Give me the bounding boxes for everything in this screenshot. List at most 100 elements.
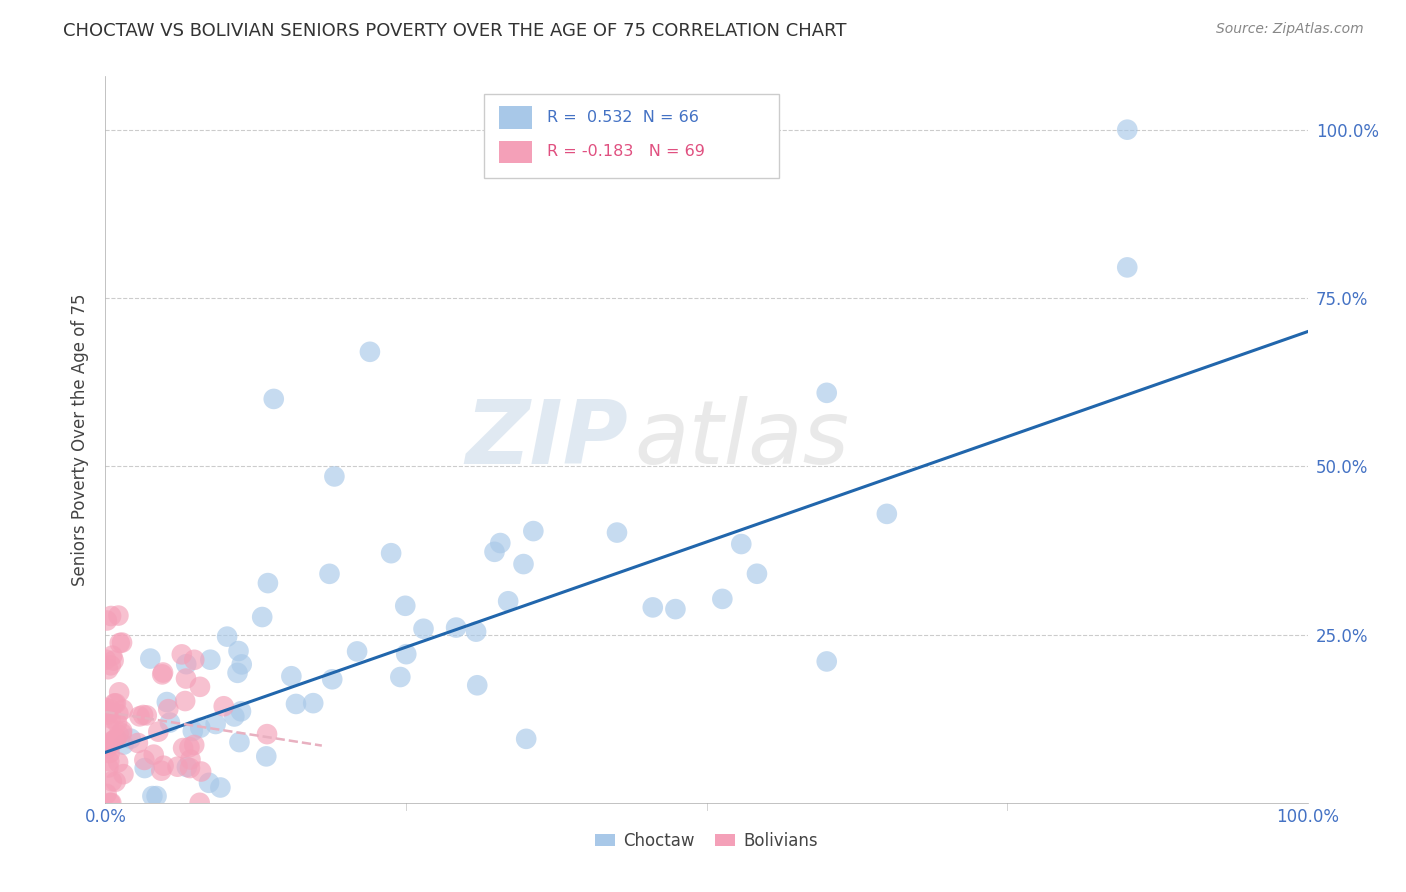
Point bbox=[108, 685, 131, 699]
Point bbox=[152, 758, 174, 772]
Point bbox=[94, 704, 117, 718]
Point bbox=[103, 653, 125, 667]
Point bbox=[101, 648, 124, 663]
Point bbox=[141, 789, 163, 803]
Point bbox=[100, 703, 122, 717]
Point bbox=[181, 724, 204, 739]
Point bbox=[515, 731, 537, 746]
Point bbox=[359, 344, 381, 359]
Point bbox=[152, 665, 174, 680]
Point bbox=[100, 711, 122, 725]
Point bbox=[190, 764, 212, 779]
Point bbox=[172, 741, 194, 756]
Point bbox=[212, 699, 235, 714]
Point bbox=[346, 644, 368, 658]
Point bbox=[389, 670, 412, 684]
Point bbox=[135, 708, 157, 723]
Text: R = -0.183   N = 69: R = -0.183 N = 69 bbox=[547, 145, 704, 160]
Point bbox=[111, 726, 134, 740]
Point bbox=[94, 653, 117, 667]
Text: CHOCTAW VS BOLIVIAN SENIORS POVERTY OVER THE AGE OF 75 CORRELATION CHART: CHOCTAW VS BOLIVIAN SENIORS POVERTY OVER… bbox=[63, 22, 846, 40]
Point bbox=[107, 706, 129, 721]
Point bbox=[97, 760, 120, 774]
Point bbox=[641, 600, 664, 615]
Point bbox=[134, 761, 156, 775]
Point bbox=[522, 524, 544, 538]
Point bbox=[98, 746, 121, 760]
Point bbox=[112, 767, 135, 781]
Point bbox=[98, 705, 121, 719]
Point bbox=[250, 610, 273, 624]
Point bbox=[209, 780, 232, 795]
Point bbox=[179, 740, 201, 755]
Point bbox=[489, 536, 512, 550]
Point bbox=[166, 760, 188, 774]
Point bbox=[97, 719, 120, 733]
Point bbox=[159, 715, 181, 730]
Point bbox=[228, 735, 250, 749]
Point bbox=[1116, 122, 1139, 136]
Point bbox=[96, 614, 118, 628]
Point bbox=[174, 672, 197, 686]
Point bbox=[318, 566, 340, 581]
Point bbox=[170, 648, 193, 662]
Point bbox=[198, 776, 221, 790]
Point bbox=[108, 636, 131, 650]
Point bbox=[104, 774, 127, 789]
Point bbox=[98, 754, 121, 768]
Point bbox=[815, 655, 838, 669]
Point bbox=[321, 673, 343, 687]
Point bbox=[105, 731, 128, 746]
Point bbox=[183, 738, 205, 752]
Point bbox=[730, 537, 752, 551]
Point bbox=[179, 761, 201, 775]
Point bbox=[280, 669, 302, 683]
Point bbox=[204, 717, 226, 731]
FancyBboxPatch shape bbox=[484, 94, 779, 178]
Point bbox=[228, 644, 250, 658]
Point bbox=[96, 707, 118, 722]
Point bbox=[183, 653, 205, 667]
Point bbox=[1116, 260, 1139, 275]
Point bbox=[323, 469, 346, 483]
FancyBboxPatch shape bbox=[499, 106, 533, 128]
Point bbox=[157, 702, 180, 716]
Point bbox=[254, 749, 277, 764]
Point bbox=[174, 694, 197, 708]
Point bbox=[229, 704, 252, 718]
Point bbox=[179, 753, 201, 767]
Point bbox=[111, 702, 134, 716]
Point bbox=[226, 665, 249, 680]
Point bbox=[103, 697, 125, 711]
Point bbox=[484, 545, 506, 559]
Point bbox=[103, 733, 125, 747]
Point bbox=[606, 525, 628, 540]
Point bbox=[107, 756, 129, 770]
Point bbox=[380, 546, 402, 560]
Legend: Choctaw, Bolivians: Choctaw, Bolivians bbox=[589, 825, 824, 856]
Point bbox=[142, 747, 165, 762]
Point bbox=[302, 696, 325, 710]
Point bbox=[150, 667, 173, 681]
Point bbox=[111, 723, 134, 738]
Point bbox=[112, 738, 135, 752]
Point bbox=[100, 796, 122, 810]
Point bbox=[711, 591, 734, 606]
Point bbox=[104, 697, 127, 711]
Text: Source: ZipAtlas.com: Source: ZipAtlas.com bbox=[1216, 22, 1364, 37]
Point bbox=[496, 594, 519, 608]
Point bbox=[465, 624, 488, 639]
Point bbox=[134, 753, 156, 767]
Point bbox=[132, 708, 155, 723]
Point bbox=[188, 721, 211, 735]
FancyBboxPatch shape bbox=[499, 141, 533, 163]
Point bbox=[100, 609, 122, 624]
Point bbox=[139, 651, 162, 665]
Point bbox=[263, 392, 285, 406]
Point bbox=[94, 739, 117, 754]
Point bbox=[101, 736, 124, 750]
Point bbox=[101, 734, 124, 748]
Point bbox=[174, 657, 197, 672]
Point bbox=[101, 774, 124, 789]
Point bbox=[100, 658, 122, 673]
